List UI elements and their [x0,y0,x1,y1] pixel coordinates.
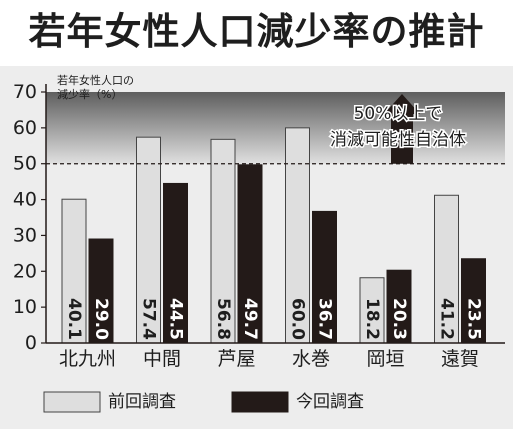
bar-current-1 [163,182,188,344]
bar-previous-1 [136,136,161,344]
y-tick-label-40: 40 [13,189,37,211]
y-tick-label-60: 60 [13,117,37,139]
bar-chart: 40.1 29.0 北九州 57.4 44.5 中間 56.8 49.7 芦屋 60.0 36.7 水… [13,73,505,413]
category-label-2: 芦屋 [217,348,255,370]
data-label-current-2: 49.7 [240,298,260,340]
data-label-current-4: 20.3 [389,298,409,340]
y-tick-label-70: 70 [13,81,37,103]
category-label-1: 中間 [143,348,181,370]
legend-label-current: 今回調査 [296,392,364,412]
data-label-previous-0: 40.1 [64,298,84,340]
y-tick-label-10: 10 [13,296,37,318]
chart-title: 若年女性人口減少率の推計 [28,10,485,53]
legend-label-previous: 前回調査 [108,392,176,412]
bar-previous-0 [61,198,87,344]
data-label-current-5: 23.5 [464,298,484,340]
threshold-annotation-line-0: 50%以上で [354,104,443,124]
category-label-4: 岡垣 [366,348,404,370]
data-label-previous-2: 56.8 [213,298,233,340]
bar-previous-2 [210,138,236,344]
threshold-arrow [384,94,420,164]
y-tick-label-30: 30 [13,224,37,246]
data-label-current-0: 29.0 [91,298,111,340]
legend-swatch-previous [43,391,101,413]
data-label-current-1: 44.5 [166,298,186,340]
data-label-previous-4: 18.2 [362,298,382,340]
category-label-5: 遠賀 [441,348,479,370]
category-label-3: 水巻 [292,348,330,370]
data-label-previous-1: 57.4 [139,298,159,340]
data-label-previous-3: 60.0 [288,298,308,340]
y-tick-label-20: 20 [13,260,37,282]
y-tick-label-0: 0 [25,332,37,354]
y-tick-label-50: 50 [13,153,37,175]
data-label-current-3: 36.7 [315,298,335,340]
threshold-band [46,92,505,164]
y-axis-label-line-0: 若年女性人口の [57,73,134,87]
chart-panel: 40.1 29.0 北九州 57.4 44.5 中間 56.8 49.7 芦屋 60.0 36.7 水… [0,66,513,429]
bar-current-2 [237,164,263,344]
bar-previous-5 [434,194,459,344]
bar-current-3 [312,210,337,344]
category-label-0: 北九州 [59,348,116,370]
data-label-previous-5: 41.2 [437,298,457,340]
threshold-annotation-line-1: 消滅可能性自治体 [330,130,466,150]
legend-swatch-current [231,391,289,413]
y-axis-label-line-1: 減少率（%） [57,87,122,101]
bar-previous-4 [359,277,385,344]
